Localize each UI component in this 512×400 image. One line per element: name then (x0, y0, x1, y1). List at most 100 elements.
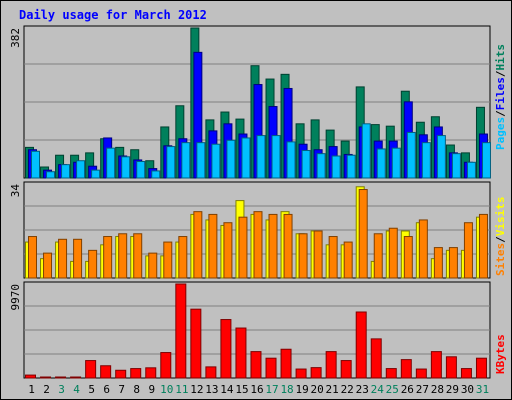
x-tick-label: 31 (476, 383, 489, 396)
bar-kbytes-day-5 (85, 360, 97, 379)
bar-pages-day-17 (271, 135, 281, 179)
x-tick-label: 16 (250, 383, 263, 396)
bar-pages-day-4 (76, 160, 86, 179)
bar-sites-day-4 (73, 238, 83, 279)
x-tick-label: 9 (148, 383, 155, 396)
legend-separator: / (494, 110, 507, 117)
bar-sites-day-6 (103, 236, 113, 279)
x-tick-label: 27 (416, 383, 429, 396)
bar-pages-day-24 (376, 148, 386, 179)
visits-sites-legend: Sites/Visits (494, 197, 507, 277)
bar-sites-day-18 (283, 213, 293, 279)
bar-pages-day-31 (481, 142, 491, 179)
bar-pages-day-29 (451, 153, 461, 179)
bar-sites-day-15 (238, 216, 248, 279)
x-tick-label: 10 (160, 383, 173, 396)
legend-separator: / (494, 236, 507, 243)
x-tick-label: 25 (386, 383, 399, 396)
legend-pages: Pages (494, 117, 507, 150)
bar-pages-day-14 (226, 139, 236, 179)
x-tick-label: 3 (58, 383, 65, 396)
x-tick-label: 20 (311, 383, 324, 396)
bar-kbytes-day-2 (40, 376, 52, 379)
bar-sites-day-29 (448, 247, 458, 279)
legend-visits: Visits (494, 197, 507, 237)
legend-sites: Sites (494, 243, 507, 276)
x-tick-label: 29 (446, 383, 459, 396)
hits-files-pages-legend: Pages/Files/Hits (494, 44, 507, 150)
bar-kbytes-day-14 (220, 319, 232, 379)
x-tick-label: 17 (265, 383, 278, 396)
bar-kbytes-day-30 (460, 368, 472, 379)
x-tick-label: 13 (205, 383, 218, 396)
bar-pages-day-18 (286, 141, 296, 179)
bar-kbytes-day-28 (430, 351, 442, 379)
bar-pages-day-13 (211, 143, 221, 179)
bar-sites-day-30 (463, 222, 473, 279)
bar-pages-day-5 (91, 169, 101, 179)
bar-pages-day-6 (106, 147, 116, 179)
bar-pages-day-15 (241, 137, 251, 179)
bar-sites-day-2 (43, 252, 53, 279)
bar-pages-day-22 (346, 154, 356, 179)
bar-pages-day-23 (361, 123, 371, 179)
bar-pages-day-12 (196, 142, 206, 179)
bar-kbytes-day-10 (160, 352, 172, 379)
x-tick-label: 14 (220, 383, 234, 396)
legend-hits: Hits (494, 44, 507, 71)
bar-sites-day-12 (193, 211, 203, 279)
x-tick-label: 12 (190, 383, 203, 396)
bar-kbytes-day-22 (340, 360, 352, 379)
chart-title: Daily usage for March 2012 (19, 8, 207, 22)
bar-kbytes-day-1 (25, 374, 36, 379)
bar-sites-day-28 (433, 247, 443, 279)
bar-pages-day-30 (466, 161, 476, 179)
bar-kbytes-day-18 (280, 348, 292, 379)
bar-pages-day-11 (181, 142, 191, 179)
bar-pages-day-20 (316, 153, 326, 179)
x-tick-label: 28 (431, 383, 444, 396)
bar-kbytes-day-31 (475, 357, 487, 379)
bar-kbytes-day-15 (235, 327, 247, 379)
kbytes-legend: KBytes (494, 334, 507, 374)
bar-pages-day-1 (31, 150, 40, 179)
bar-sites-day-20 (313, 230, 323, 279)
bar-pages-day-7 (121, 156, 131, 179)
bar-kbytes-day-6 (100, 365, 112, 379)
bar-pages-day-2 (46, 171, 56, 179)
x-tick-label: 7 (118, 383, 125, 396)
bar-sites-day-24 (373, 233, 383, 279)
bar-kbytes-day-27 (415, 368, 427, 379)
bar-pages-day-21 (331, 155, 341, 179)
kbytes-panel: 9970 KBytes (9, 281, 507, 379)
bar-sites-day-8 (133, 233, 143, 279)
x-tick-label: 23 (356, 383, 369, 396)
bar-pages-day-10 (166, 146, 176, 179)
bar-kbytes-day-8 (130, 368, 142, 379)
x-tick-label: 21 (326, 383, 339, 396)
bar-sites-day-27 (418, 219, 428, 279)
x-tick-label: 24 (371, 383, 385, 396)
bar-sites-day-31 (478, 213, 488, 279)
bar-kbytes-day-19 (295, 368, 307, 379)
bar-sites-day-9 (148, 252, 158, 279)
x-tick-label: 6 (103, 383, 110, 396)
legend-files: Files (494, 77, 507, 110)
bar-sites-day-19 (298, 233, 308, 279)
visits-sites-panel: 34 Sites/Visits (9, 181, 507, 279)
x-tick-label: 18 (280, 383, 293, 396)
bar-sites-day-5 (88, 249, 98, 279)
bar-sites-day-14 (223, 222, 233, 279)
x-tick-label: 30 (461, 383, 474, 396)
bar-kbytes-day-25 (385, 368, 397, 379)
x-tick-label: 8 (133, 383, 140, 396)
x-tick-label: 2 (43, 383, 50, 396)
bar-pages-day-8 (136, 161, 146, 179)
bar-sites-day-10 (163, 241, 173, 279)
bar-pages-day-16 (256, 135, 266, 179)
bar-sites-day-1 (28, 236, 37, 279)
bar-kbytes-day-24 (370, 338, 382, 379)
bar-sites-day-23 (358, 189, 368, 279)
